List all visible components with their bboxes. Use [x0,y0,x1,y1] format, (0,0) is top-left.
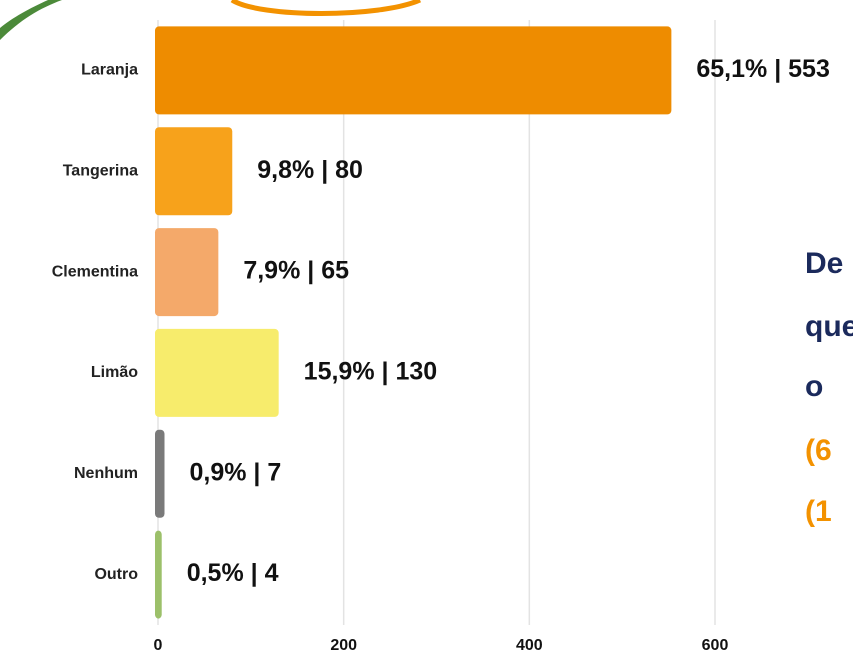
bar [155,26,672,115]
category-label: Nenhum [74,465,138,482]
bar [155,228,219,317]
bar [155,429,165,518]
annotation: o [805,370,823,403]
bar [155,328,279,417]
value-label: 15,9% | 130 [304,358,437,386]
category-label: Clementina [52,263,138,280]
leaf-decoration [0,0,62,40]
x-tick-label: 600 [702,637,729,654]
arc-decoration [230,0,422,16]
x-tick-label: 400 [516,637,543,654]
annotation: De [805,247,843,280]
category-label: Laranja [81,62,138,79]
annotation: (1 [805,495,832,528]
value-label: 7,9% | 65 [243,257,349,285]
annotation: (6 [805,434,832,467]
value-label: 0,5% | 4 [187,559,279,587]
value-label: 65,1% | 553 [696,55,829,83]
category-label: Limão [91,364,138,381]
category-label: Outro [94,566,138,583]
value-label: 0,9% | 7 [189,458,281,486]
x-tick-label: 200 [330,637,357,654]
category-label: Tangerina [63,162,138,179]
x-tick-label: 0 [154,637,163,654]
bar [155,530,162,619]
annotation: que [805,310,853,343]
value-label: 9,8% | 80 [257,156,363,184]
bar [155,127,233,216]
